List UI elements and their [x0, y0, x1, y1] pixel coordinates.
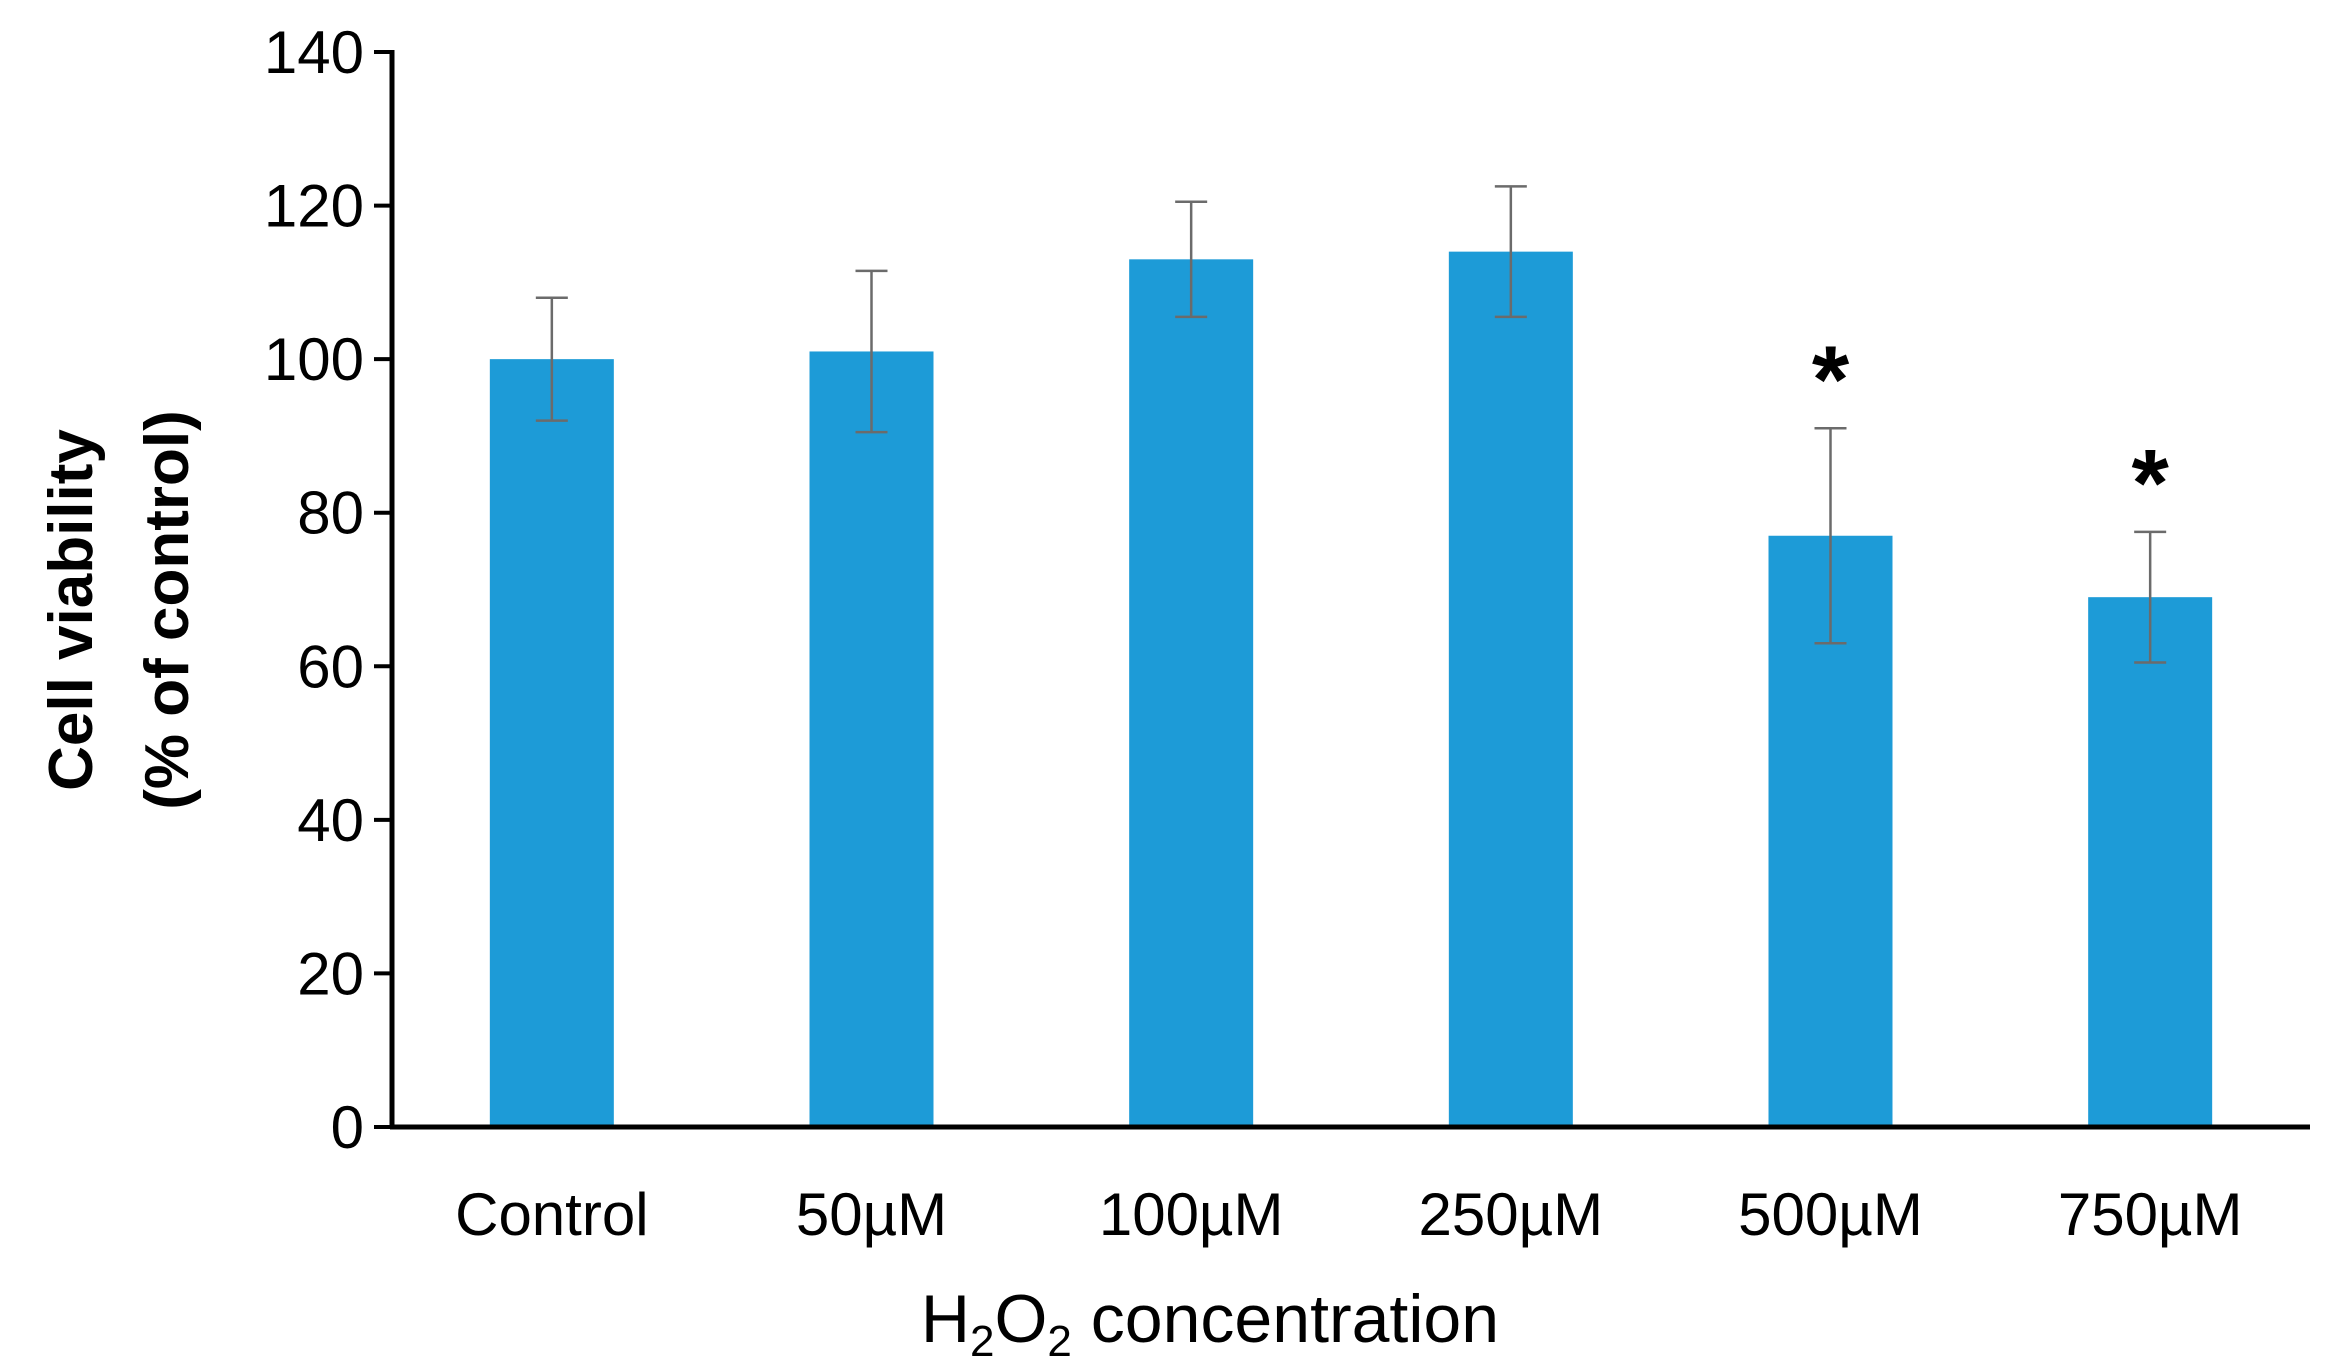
y-axis-title-line2: (% of control) — [133, 410, 202, 810]
y-tick-label-3: 60 — [297, 633, 364, 700]
significance-star-4: * — [1812, 326, 1850, 433]
x-tick-label-5: 750µM — [2058, 1181, 2243, 1248]
bar-2 — [1129, 259, 1254, 1128]
bar-1 — [809, 351, 934, 1127]
x-axis-title-h: H — [921, 1281, 970, 1357]
x-tick-label-2: 100µM — [1099, 1181, 1284, 1248]
error-bars-layer — [535, 185, 2167, 664]
error-bar-3 — [1494, 185, 1527, 319]
y-tick-label-6: 120 — [264, 173, 364, 240]
y-tick-label-1: 20 — [297, 940, 364, 1007]
significance-star-5: * — [2131, 430, 2169, 537]
y-tick-label-7: 140 — [264, 19, 364, 86]
labels-layer: Control 50µM 100µM 250µM 500µM * 750µM * 0 20 40 60… — [264, 19, 2243, 1248]
axes-layer — [374, 50, 2310, 1130]
bar-3 — [1448, 251, 1573, 1128]
y-tick-label-0: 0 — [331, 1094, 364, 1161]
x-axis-title-suffix: concentration — [1072, 1281, 1499, 1357]
x-tick-label-1: 50µM — [796, 1181, 947, 1248]
y-tick-label-4: 80 — [297, 480, 364, 547]
y-tick-label-5: 100 — [264, 326, 364, 393]
x-axis-title: H2O2 concentration — [921, 1281, 1499, 1366]
bar-0 — [489, 359, 614, 1128]
y-tick-label-2: 40 — [297, 787, 364, 854]
x-tick-label-0: Control — [455, 1181, 648, 1248]
y-axis-title: Cell viability (% of control) — [37, 410, 202, 810]
x-axis-title-sub1: 2 — [970, 1317, 994, 1366]
bar-5 — [2088, 597, 2213, 1127]
y-axis-title-line1: Cell viability — [37, 429, 106, 791]
x-axis-title-sub2: 2 — [1047, 1317, 1071, 1366]
error-bar-4 — [1814, 427, 1847, 645]
x-axis-title-o: O — [995, 1281, 1048, 1357]
error-bar-2 — [1175, 200, 1208, 319]
error-bar-1 — [855, 269, 888, 434]
x-tick-label-3: 250µM — [1418, 1181, 1603, 1248]
bars-layer — [489, 251, 2213, 1128]
x-tick-label-4: 500µM — [1738, 1181, 1923, 1248]
error-bar-5 — [2134, 530, 2167, 664]
error-bar-0 — [535, 296, 568, 422]
